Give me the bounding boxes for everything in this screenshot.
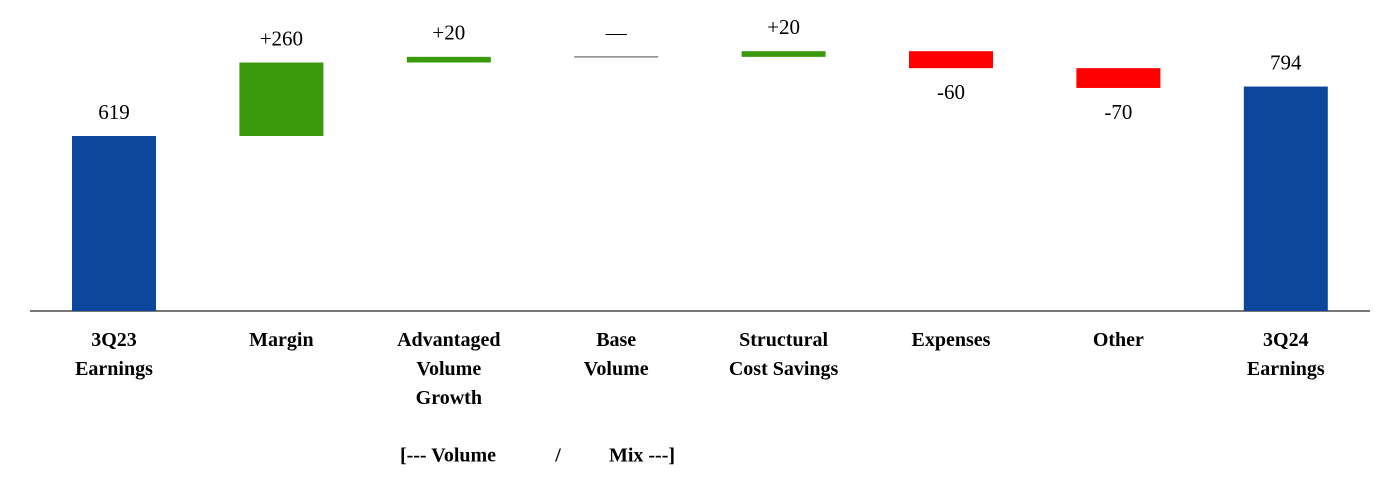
x-tick-label-line: Volume <box>584 358 649 380</box>
bar <box>741 51 826 57</box>
bar <box>239 62 324 137</box>
annotation: / <box>554 445 561 467</box>
x-tick-label: Structural Cost Savings <box>729 329 839 380</box>
x-tick-label: 3Q23 Earnings <box>75 329 153 380</box>
bar <box>1243 86 1328 312</box>
x-tick-label-line: Cost Savings <box>729 358 839 380</box>
x-tick-label: Margin <box>249 329 313 351</box>
x-tick-label-line: Expenses <box>912 329 991 351</box>
annotation: [--- Volume <box>400 445 496 467</box>
x-tick-label: 3Q24 Earnings <box>1247 329 1325 380</box>
value-label: -70 <box>1104 100 1132 124</box>
value-label: — <box>605 21 628 45</box>
bar <box>1076 68 1161 88</box>
x-tick-label-line: 3Q24 <box>1263 329 1309 351</box>
x-tick-label: Expenses <box>912 329 991 351</box>
x-tick-label: Other <box>1093 329 1144 351</box>
x-tick-label-line: Structural <box>739 329 828 351</box>
x-tick-label-line: 3Q23 <box>91 329 137 351</box>
x-tick-label-line: Earnings <box>75 358 153 380</box>
x-tick-label-line: Advantaged <box>397 329 500 351</box>
x-tick-label-line: Margin <box>249 329 313 351</box>
value-label: +260 <box>260 26 303 50</box>
value-label: +20 <box>767 15 800 39</box>
value-label: 794 <box>1270 50 1302 74</box>
x-tick-label: Base Volume <box>584 329 649 380</box>
bar <box>72 136 156 311</box>
value-label: 619 <box>98 100 130 124</box>
x-tick-label-line: Earnings <box>1247 358 1325 380</box>
bar <box>406 56 491 63</box>
x-tick-label-line: Other <box>1093 329 1144 351</box>
x-tick-label-line: Base <box>596 329 636 351</box>
annotation: Mix ---] <box>609 445 675 467</box>
x-tick-label-line: Volume <box>416 358 481 380</box>
value-label: +20 <box>432 21 465 45</box>
value-label: -60 <box>937 80 965 104</box>
bar <box>909 51 993 69</box>
x-tick-label-line: Growth <box>416 387 482 409</box>
x-tick-label: Advantaged Volume Growth <box>397 329 500 409</box>
